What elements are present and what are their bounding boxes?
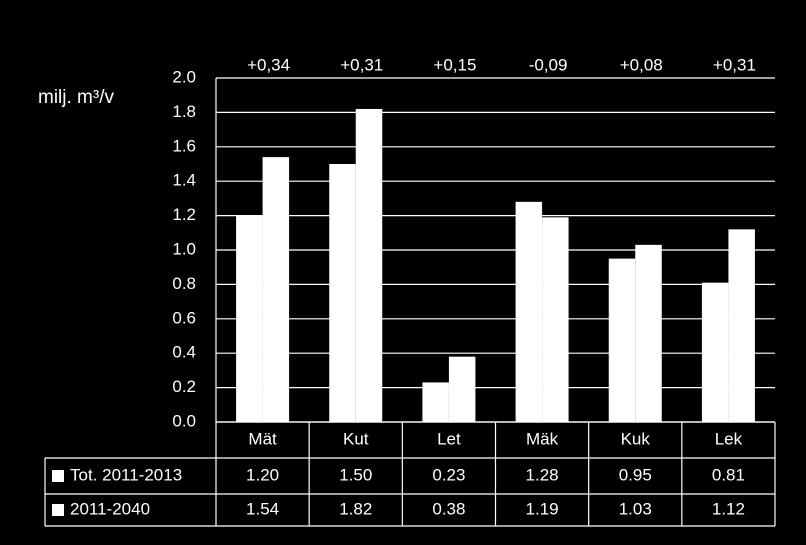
table-value: 1.20 xyxy=(246,465,279,484)
y-tick-label: 0.6 xyxy=(172,308,196,327)
y-tick-label: 0.4 xyxy=(172,343,196,362)
table-value: 0.23 xyxy=(432,465,465,484)
bar xyxy=(422,382,449,422)
legend-marker xyxy=(52,470,64,482)
y-tick-label: 1.2 xyxy=(172,205,196,224)
annotation: -0,09 xyxy=(529,55,568,74)
bar xyxy=(635,244,662,422)
annotation: +0,08 xyxy=(620,55,663,74)
annotation: +0,31 xyxy=(713,55,756,74)
table-value: 1.50 xyxy=(339,465,372,484)
bar xyxy=(542,217,569,422)
table-value: 1.12 xyxy=(712,499,745,518)
annotation: +0,31 xyxy=(340,55,383,74)
bar xyxy=(355,108,383,423)
x-tick-label: Kut xyxy=(343,429,369,448)
table-value: 1.19 xyxy=(526,499,559,518)
table-value: 0.95 xyxy=(619,465,652,484)
table-value: 0.81 xyxy=(712,465,745,484)
legend-label: 2011-2040 xyxy=(70,499,150,518)
x-tick-label: Kuk xyxy=(621,429,651,448)
x-tick-label: Let xyxy=(437,429,461,448)
bar xyxy=(515,201,543,422)
bar xyxy=(448,356,476,422)
x-tick-label: Lek xyxy=(715,429,743,448)
bar xyxy=(329,164,356,422)
y-tick-label: 2.0 xyxy=(172,67,196,86)
bar xyxy=(608,258,636,422)
x-tick-label: Mäk xyxy=(526,429,559,448)
legend-label: Tot. 2011-2013 xyxy=(70,465,182,484)
y-tick-label: 1.4 xyxy=(172,171,196,190)
y-tick-label: 1.0 xyxy=(172,239,196,258)
y-tick-label: 1.6 xyxy=(172,136,196,155)
y-tick-label: 0.0 xyxy=(172,411,196,430)
table-value: 1.82 xyxy=(339,499,372,518)
table-value: 1.28 xyxy=(526,465,559,484)
y-tick-label: 1.8 xyxy=(172,102,196,121)
annotation: +0,15 xyxy=(433,55,476,74)
table-value: 1.03 xyxy=(619,499,652,518)
bar xyxy=(701,282,729,422)
bar xyxy=(262,157,290,422)
annotation: +0,34 xyxy=(247,55,290,74)
y-tick-label: 0.8 xyxy=(172,274,196,293)
table-value: 0.38 xyxy=(432,499,465,518)
table-value: 1.54 xyxy=(246,499,279,518)
y-tick-label: 0.2 xyxy=(172,377,196,396)
bar xyxy=(728,229,755,422)
bar xyxy=(236,215,263,422)
y-axis-label: milj. m³/v xyxy=(38,87,114,108)
legend-marker xyxy=(52,504,64,516)
x-tick-label: Mät xyxy=(248,429,277,448)
